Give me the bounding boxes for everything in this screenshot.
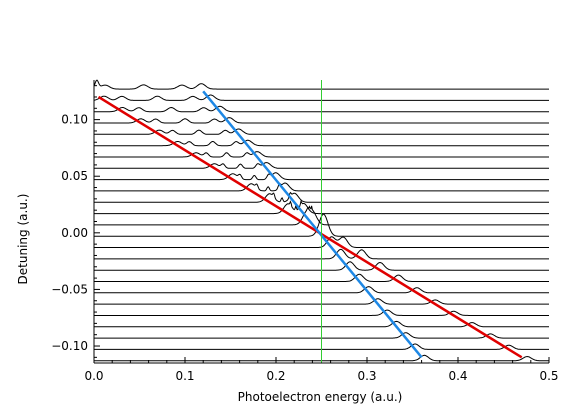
x-tick-label: 0.5 — [539, 369, 558, 383]
red-peak-line — [97, 95, 523, 359]
tick-marks — [93, 85, 550, 363]
x-axis-label: Photoelectron energy (a.u.) — [238, 390, 403, 404]
y-tick-label: 0.10 — [61, 113, 88, 127]
x-tick-label: 0.2 — [266, 369, 285, 383]
x-tick-label: 0.0 — [84, 369, 103, 383]
tick-labels: 0.0 0.1 0.2 0.3 0.4 0.5 0.10 0.05 0.00 −0.05 −0.10 — [51, 113, 558, 383]
y-tick-label: 0.05 — [61, 169, 88, 183]
x-tick-label: 0.4 — [448, 369, 467, 383]
overlay-lines — [97, 80, 523, 363]
x-tick-label: 0.1 — [175, 369, 194, 383]
x-tick-label: 0.3 — [357, 369, 376, 383]
y-tick-label: 0.00 — [61, 226, 88, 240]
y-tick-label: −0.05 — [51, 282, 88, 296]
y-axis-label: Detuning (a.u.) — [16, 194, 30, 285]
y-tick-label: −0.10 — [51, 339, 88, 353]
blue-peak-line — [202, 90, 423, 359]
